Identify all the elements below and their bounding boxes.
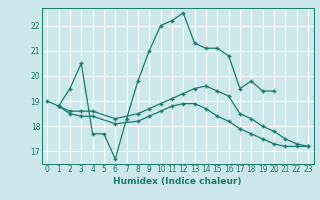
X-axis label: Humidex (Indice chaleur): Humidex (Indice chaleur): [113, 177, 242, 186]
